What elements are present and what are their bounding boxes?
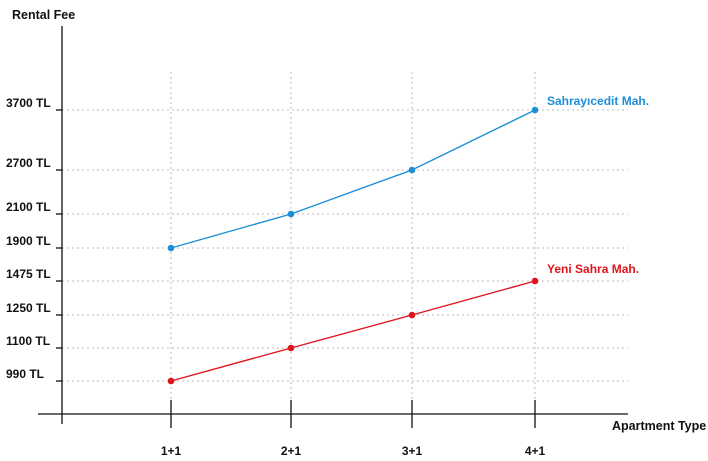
series-label: Sahrayıcedit Mah.: [547, 94, 649, 108]
data-point: [167, 244, 175, 252]
data-point: [287, 344, 295, 352]
series-group: Sahrayıcedit Mah. Yeni Sahra Mah.: [167, 94, 649, 385]
y-tick-label: 2700 TL: [6, 156, 51, 170]
y-tick-label: 2100 TL: [6, 200, 51, 214]
y-tick-label: 1100 TL: [6, 334, 50, 348]
data-point: [167, 377, 175, 385]
x-tick-label: 2+1: [281, 444, 302, 458]
x-tick-label: 3+1: [402, 444, 423, 458]
y-tick-label: 1250 TL: [6, 301, 51, 315]
y-tick-label: 1475 TL: [6, 267, 51, 281]
series-line: [170, 109, 536, 249]
data-point: [531, 277, 539, 285]
y-tick-label: 990 TL: [6, 367, 44, 381]
y-tick-labels: 990 TL 1100 TL 1250 TL 1475 TL 1900 TL 2100 T…: [6, 96, 51, 381]
data-point: [287, 210, 295, 218]
series-label: Yeni Sahra Mah.: [547, 262, 639, 276]
grid-lines: [56, 72, 628, 428]
y-tick-label: 3700 TL: [6, 96, 51, 110]
y-tick-label: 1900 TL: [6, 234, 51, 248]
x-tick-label: 1+1: [161, 444, 182, 458]
data-point: [408, 166, 416, 174]
x-axis-title: Apartment Type: [612, 419, 706, 433]
data-point: [531, 106, 539, 114]
x-tick-label: 4+1: [525, 444, 546, 458]
series-line: [170, 280, 536, 382]
x-tick-labels: 1+1 2+1 3+1 4+1: [161, 444, 546, 458]
data-point: [408, 311, 416, 319]
y-axis-title: Rental Fee: [12, 8, 75, 22]
